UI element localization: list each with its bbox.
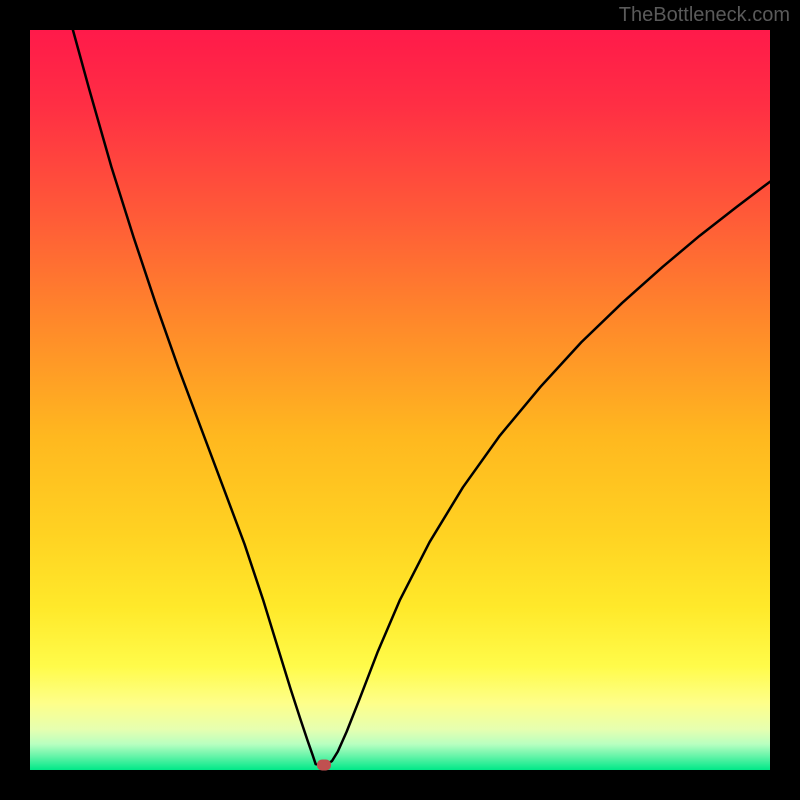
bottleneck-curve — [30, 30, 770, 770]
optimum-marker — [317, 759, 331, 770]
watermark-text: TheBottleneck.com — [619, 4, 790, 27]
plot-area — [30, 30, 770, 770]
bottleneck-chart: TheBottleneck.com — [0, 0, 800, 800]
